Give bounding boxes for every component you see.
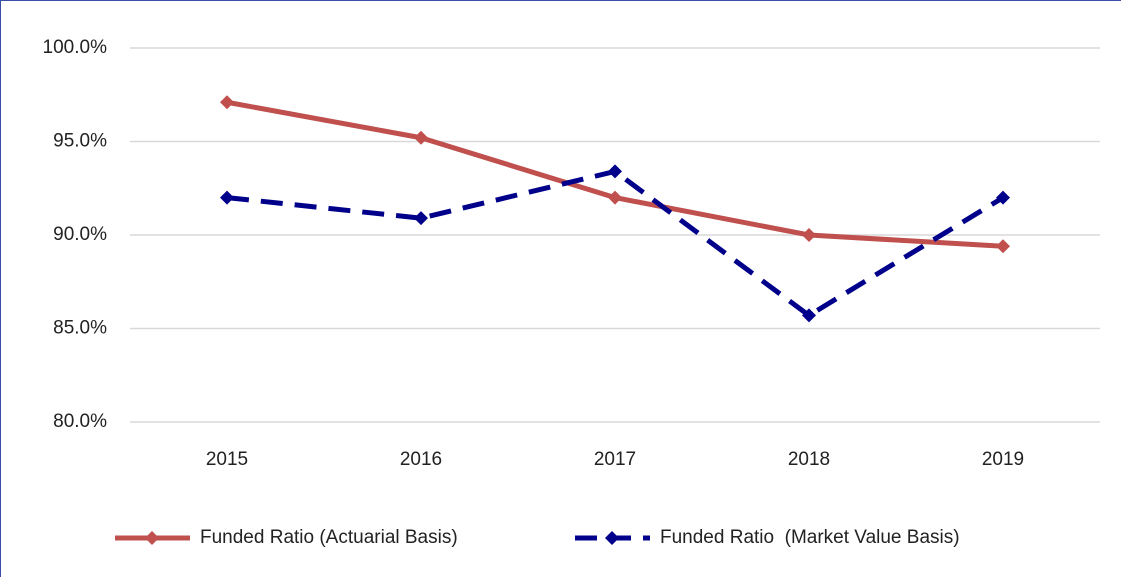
y-tick-label: 95.0% <box>53 131 107 152</box>
point-marker <box>996 239 1010 254</box>
x-tick-label: 2015 <box>206 449 248 470</box>
point-marker <box>220 95 234 110</box>
point-marker <box>414 211 428 226</box>
x-tick-label: 2019 <box>982 449 1024 470</box>
point-marker <box>996 190 1010 205</box>
legend-label: Funded Ratio (Market Value Basis) <box>660 527 960 548</box>
y-tick-label: 80.0% <box>53 411 107 432</box>
point-marker <box>414 130 428 145</box>
point-marker <box>608 164 622 179</box>
y-tick-label: 100.0% <box>43 37 108 58</box>
point-marker <box>220 190 234 205</box>
legend-marker <box>145 531 159 545</box>
legend-label: Funded Ratio (Actuarial Basis) <box>200 527 458 548</box>
x-tick-label: 2017 <box>594 449 636 470</box>
x-tick-label: 2018 <box>788 449 830 470</box>
legend-marker <box>605 531 619 545</box>
x-tick-label: 2016 <box>400 449 442 470</box>
point-marker <box>802 308 816 323</box>
point-marker <box>608 190 622 205</box>
y-tick-label: 90.0% <box>53 224 107 245</box>
y-tick-label: 85.0% <box>53 318 107 339</box>
point-marker <box>802 228 816 242</box>
